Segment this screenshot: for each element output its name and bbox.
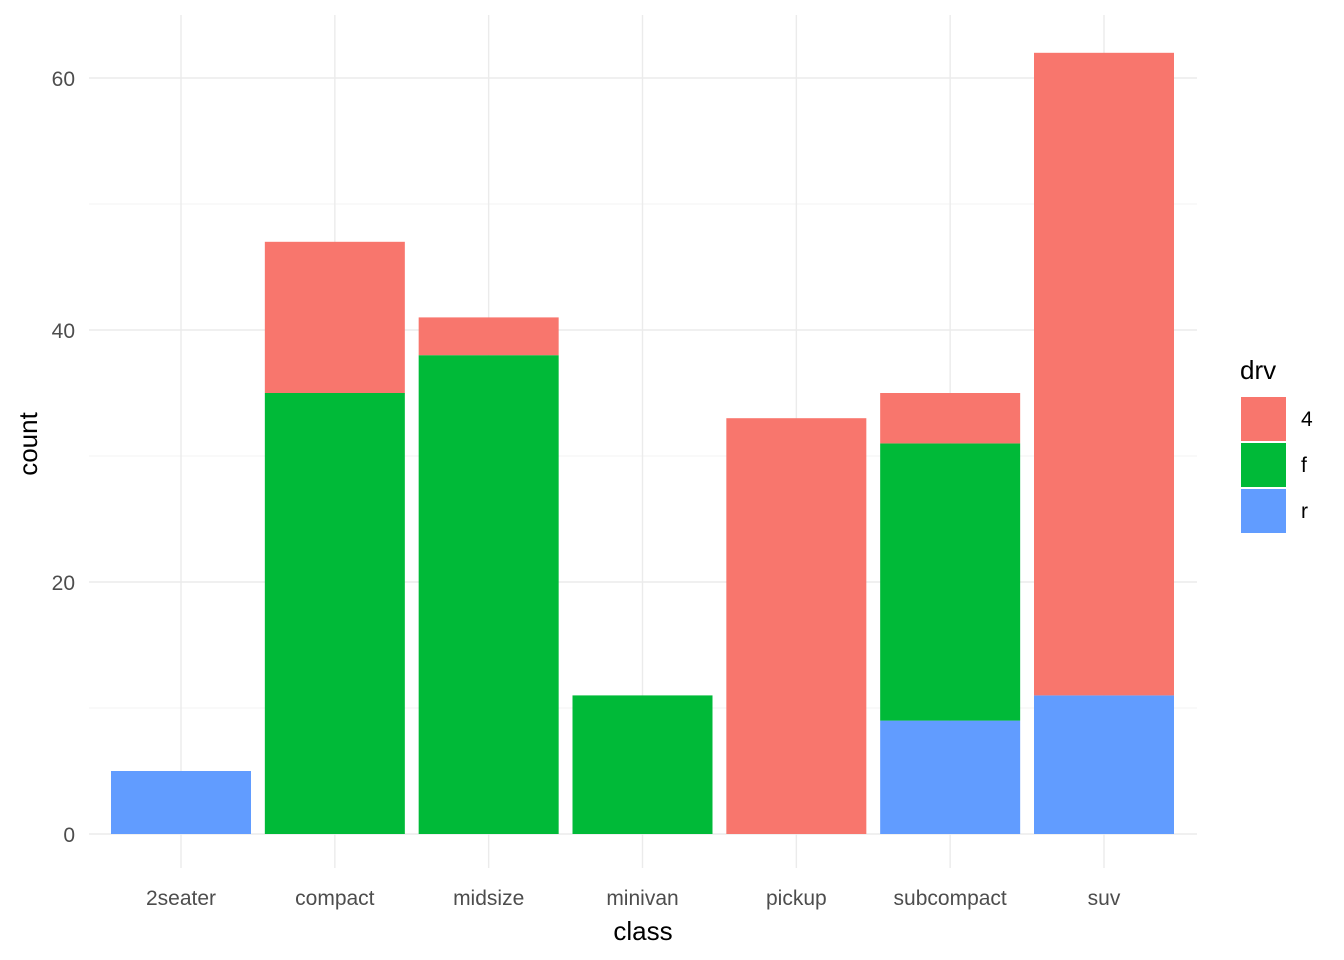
y-tick-label: 40 — [52, 320, 75, 343]
legend-label-r: r — [1301, 500, 1308, 523]
bar-midsize-f — [418, 355, 559, 834]
legend-label-4: 4 — [1301, 408, 1313, 431]
bars — [111, 52, 1174, 834]
legend: drv 4 fr — [1240, 355, 1313, 533]
bar-midsize-4 — [418, 317, 559, 356]
bar-suv-r — [1034, 695, 1174, 834]
x-tick-label: midsize — [453, 887, 524, 910]
x-tick-label: suv — [1088, 887, 1121, 910]
legend-key-4 — [1241, 397, 1286, 441]
bar-suv-4 — [1034, 52, 1174, 696]
y-tick-label: 20 — [52, 572, 75, 595]
x-axis-title: class — [613, 916, 672, 946]
y-axis-ticks: 0 20 40 60 — [52, 68, 75, 847]
bar-subcompact-4 — [880, 393, 1021, 444]
x-tick-label: subcompact — [894, 887, 1007, 910]
x-axis-ticks: 2seater compact midsize minivan pickup subcom… — [146, 887, 1121, 910]
bar-compact-f — [264, 393, 405, 834]
x-tick-label: minivan — [606, 887, 678, 910]
x-tick-label: 2seater — [146, 887, 216, 910]
y-tick-label: 0 — [63, 824, 75, 847]
x-tick-label: pickup — [766, 887, 827, 910]
y-tick-label: 60 — [52, 68, 75, 91]
bar-2seater-r — [111, 771, 251, 834]
bar-compact-4 — [264, 241, 405, 393]
bar-pickup-4 — [726, 418, 867, 834]
legend-key-r — [1241, 489, 1286, 533]
x-tick-label: compact — [295, 887, 375, 910]
legend-key-f — [1241, 443, 1286, 487]
bar-subcompact-r — [880, 720, 1021, 834]
y-axis-title: count — [13, 411, 43, 475]
bar-minivan-f — [572, 695, 713, 834]
bar-subcompact-f — [880, 443, 1021, 721]
legend-label-f: f — [1301, 454, 1307, 477]
legend-title: drv — [1240, 355, 1276, 385]
